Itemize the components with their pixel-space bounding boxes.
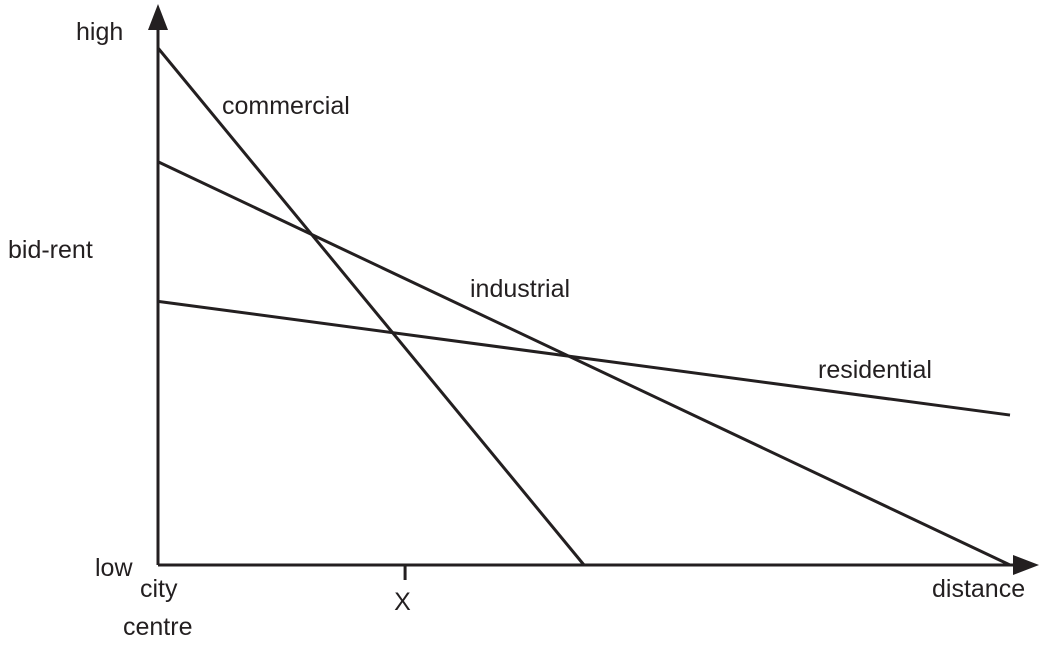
y-axis-high-label: high: [76, 18, 123, 46]
series-line-commercial: [156, 47, 586, 566]
x-origin-label-line: city: [140, 575, 178, 603]
series-label-commercial: commercial: [222, 92, 350, 120]
x-marker-label: X: [394, 588, 411, 616]
series-line-industrial: [157, 160, 1011, 567]
y-axis-low-label: low: [95, 554, 133, 582]
y-axis-title: bid-rent: [8, 236, 93, 264]
series-label-industrial: industrial: [470, 275, 570, 303]
series-label-residential: residential: [818, 356, 932, 384]
x-origin-label-line: centre: [123, 613, 192, 641]
y-axis-arrow-icon: [148, 4, 168, 30]
x-axis-arrow-icon: [1013, 555, 1039, 575]
x-origin-label: city centre: [123, 575, 192, 641]
series-line-residential: [157, 299, 1011, 417]
x-axis-title: distance: [932, 575, 1025, 603]
series-lines: [156, 47, 1011, 567]
series-labels: commercial industrial residential: [222, 92, 932, 384]
